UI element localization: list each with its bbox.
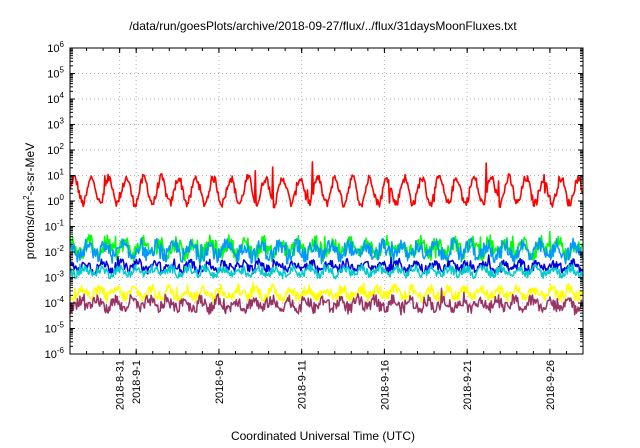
- y-tick-label: 106: [47, 40, 64, 55]
- series-line: [69, 281, 584, 303]
- series-line: [69, 236, 584, 265]
- x-tick-label: 2018-9-1: [131, 360, 143, 404]
- x-tick-labels: 2018-8-31 2018-9-1 2018-9-6 2018-9-11 2018-9…: [115, 360, 557, 410]
- x-tick-label: 2018-9-21: [462, 360, 474, 410]
- x-axis-title: Coordinated Universal Time (UTC): [231, 429, 415, 443]
- y-tick-labels: 10-6 10-5 10-4 10-3 10-2 10-1 100 101 102 103 104 1…: [45, 40, 65, 361]
- series-line: [69, 161, 584, 209]
- y-tick-label: 103: [47, 117, 64, 132]
- y-tick-label: 100: [47, 193, 64, 208]
- x-tick-label: 2018-8-31: [115, 360, 127, 410]
- y-tick-label: 10-4: [45, 295, 65, 310]
- y-tick-label: 102: [47, 142, 64, 157]
- x-tick-label: 2018-9-26: [545, 360, 557, 410]
- series-line: [69, 262, 584, 280]
- y-tick-label: 101: [47, 168, 64, 183]
- chart-title: /data/run/goesPlots/archive/2018-09-27/f…: [129, 19, 517, 33]
- x-tick-label: 2018-9-6: [214, 360, 226, 404]
- series-line: [69, 287, 584, 316]
- y-tick-label: 10-1: [45, 219, 65, 234]
- x-tick-label: 2018-9-16: [379, 360, 391, 410]
- series-layer: [69, 161, 584, 316]
- y-tick-label: 10-3: [45, 270, 65, 285]
- x-tick-label: 2018-9-11: [297, 360, 309, 409]
- y-tick-label: 10-6: [45, 346, 65, 361]
- axes: [69, 47, 584, 355]
- y-tick-label: 10-5: [45, 321, 65, 336]
- plot-frame: [69, 47, 584, 355]
- y-tick-label: 105: [47, 66, 64, 81]
- y-tick-label: 10-2: [45, 244, 65, 259]
- y-axis-title: protons/cm2-s-sr-MeV: [22, 143, 37, 259]
- y-tick-label: 104: [47, 91, 64, 106]
